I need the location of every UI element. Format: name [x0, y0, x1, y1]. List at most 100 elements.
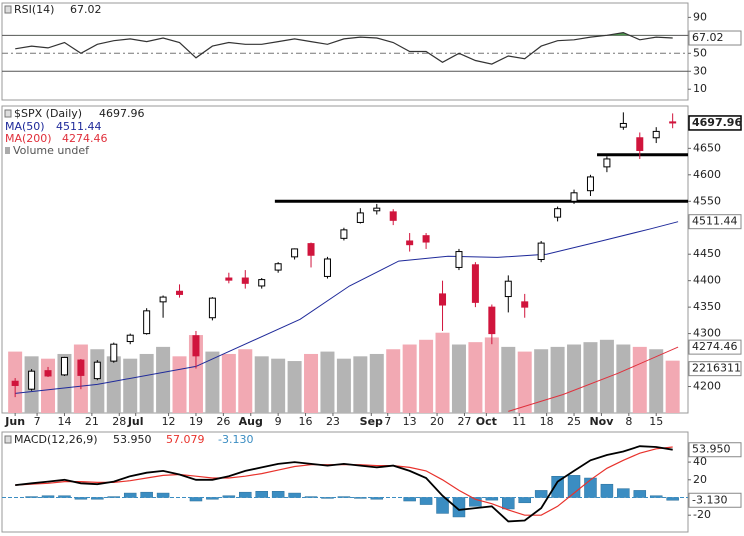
x-tick-label: 13 — [403, 415, 417, 428]
volume-bar — [616, 344, 631, 413]
y-tick-label: 4200 — [693, 380, 721, 393]
x-tick-label: 8 — [625, 415, 632, 428]
macd-value-box — [688, 442, 742, 458]
plot-area — [8, 112, 688, 413]
volume-bar — [139, 353, 154, 413]
candle-body — [28, 370, 36, 390]
x-tick-label: 12 — [162, 415, 176, 428]
legend-icon — [4, 109, 12, 118]
histogram-bar — [123, 492, 137, 498]
volume-bar — [336, 358, 351, 413]
candle-body — [389, 211, 397, 221]
y-tick-label: 4300 — [693, 327, 721, 340]
x-tick-label: 7 — [34, 415, 41, 428]
x-tick-label: Jun — [4, 415, 25, 428]
candle-body — [225, 277, 233, 281]
candle-body — [570, 192, 578, 202]
x-tick-label: 21 — [85, 415, 99, 428]
x-tick-label: Aug — [239, 415, 263, 428]
histogram-bar — [354, 497, 367, 499]
candle-body — [669, 121, 677, 124]
candle-body — [11, 380, 19, 386]
volume-bar — [665, 360, 680, 413]
histogram-bar — [617, 488, 630, 498]
candle-body — [406, 240, 414, 246]
histogram-bar — [271, 491, 285, 498]
volume-bar — [287, 361, 302, 413]
volume-bar — [238, 349, 253, 413]
volume-bar — [320, 351, 335, 413]
x-tick-label: 9 — [275, 415, 282, 428]
candle-body — [586, 176, 594, 192]
x-tick-label: 18 — [540, 415, 554, 428]
x-tick-label: 23 — [326, 415, 340, 428]
histogram-value: -3.130 — [692, 493, 727, 506]
candle-body — [307, 243, 315, 256]
candle-body — [60, 356, 68, 376]
x-tick-label: 28 — [112, 415, 126, 428]
candle-body — [521, 301, 529, 308]
macd-line — [15, 445, 673, 523]
candle-body — [258, 279, 266, 287]
candle-body — [143, 310, 151, 335]
histogram-bar — [666, 497, 679, 501]
ma200-last: 4274.46 — [62, 132, 108, 145]
y-tick-label: 4550 — [693, 194, 721, 207]
ma50-legend: MA(50) — [5, 120, 45, 133]
y-tick-label: 4450 — [693, 247, 721, 260]
volume-bar — [419, 339, 434, 413]
x-tick-label: 20 — [430, 415, 444, 428]
candle-body — [356, 212, 364, 223]
price-value-box — [688, 115, 742, 131]
ma200-legend: MA(200) — [5, 132, 52, 145]
candle-body — [504, 280, 512, 298]
candle-body — [126, 334, 134, 343]
histogram-value-box — [688, 492, 742, 508]
y-tick-label: 4600 — [693, 168, 721, 181]
volume-bar — [271, 358, 286, 413]
y-tick-label: 4400 — [693, 274, 721, 287]
moving-average — [508, 346, 679, 412]
x-tick-label: 14 — [57, 415, 71, 428]
ma-value: 4274.46 — [692, 340, 738, 353]
legend-icon — [4, 5, 12, 14]
moving-average — [15, 221, 679, 394]
x-tick-label: 26 — [216, 415, 230, 428]
candle-body — [619, 122, 627, 128]
histogram-bar — [518, 497, 531, 504]
volume-bar — [468, 342, 483, 413]
ma-value-box — [688, 214, 742, 230]
x-tick-label: 15 — [649, 415, 663, 428]
volume-bar — [90, 349, 105, 413]
rsi-value-box — [688, 30, 742, 46]
y-tick-label: 50 — [693, 46, 707, 59]
volume-bar — [205, 351, 220, 413]
plot-area — [2, 445, 688, 523]
x-tick-label: Sep — [360, 415, 383, 428]
legend-icon — [4, 435, 12, 444]
volume-bar — [517, 351, 532, 413]
volume-bar — [550, 346, 565, 413]
price-value: 4697.96 — [692, 116, 742, 129]
histogram-bar — [337, 496, 351, 498]
price-title: $SPX (Daily) — [14, 107, 82, 120]
candle-body — [192, 335, 200, 357]
histogram-bar — [91, 497, 104, 500]
ma50-last: 4511.44 — [56, 120, 102, 133]
histogram-bar — [419, 497, 433, 505]
y-tick-label: 40 — [693, 455, 707, 468]
candle-body — [44, 370, 52, 377]
volume-bar — [501, 346, 516, 413]
macd-value: 53.950 — [692, 443, 731, 456]
volume-bar — [353, 356, 368, 413]
rsi-title: RSI(14) — [14, 3, 54, 16]
x-tick-label: Nov — [589, 415, 614, 428]
histogram-bar — [222, 495, 236, 498]
volume-bar — [221, 353, 236, 413]
candle-body — [274, 263, 282, 271]
candle-body — [176, 290, 184, 295]
volume-bar — [435, 332, 450, 413]
y-tick-label: 4650 — [693, 141, 721, 154]
macd-title: MACD(12,26,9) — [14, 433, 98, 446]
